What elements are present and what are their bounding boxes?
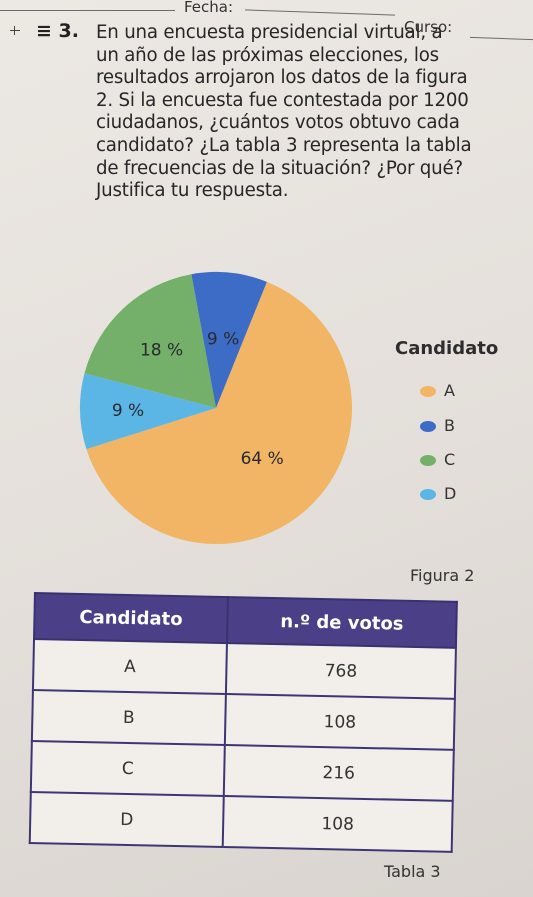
slice-c bbox=[84, 274, 216, 408]
slice-a-label: 64 % bbox=[241, 449, 284, 469]
question-line: Justifica tu respuesta. bbox=[96, 180, 289, 202]
question-line: 2. Si la encuesta fue contestada por 120… bbox=[96, 89, 469, 111]
legend-swatch bbox=[420, 489, 436, 500]
curso-label: Curso: bbox=[404, 18, 453, 36]
legend-title: Candidato bbox=[395, 338, 499, 359]
table-row: D 108 bbox=[29, 791, 453, 852]
slice-d bbox=[80, 373, 216, 450]
legend-swatch bbox=[420, 455, 436, 466]
pie-chart: 64 % 9 % 18 % 9 % bbox=[80, 271, 353, 545]
table-row: C 216 bbox=[30, 740, 454, 801]
question-line: de frecuencias de la situación? ¿Por qué… bbox=[96, 157, 463, 179]
column-header-candidato: Candidato bbox=[34, 593, 228, 644]
table-cell-candidate: B bbox=[31, 689, 226, 746]
question-line: ciudadanos, ¿cuántos votos obtuvo cada bbox=[96, 112, 460, 134]
slice-c-label: 18 % bbox=[140, 340, 183, 360]
table-row: A 768 bbox=[32, 639, 456, 699]
fecha-line bbox=[245, 9, 395, 16]
table-cell-votes: 108 bbox=[224, 694, 455, 750]
column-header-votos: n.º de votos bbox=[226, 597, 457, 648]
legend-label: B bbox=[444, 416, 455, 435]
legend-label: C bbox=[444, 450, 456, 469]
legend-swatch bbox=[420, 386, 436, 397]
question-text: En una encuesta presidencial virtual, a … bbox=[96, 22, 526, 203]
margin-mark-vertical bbox=[14, 26, 15, 35]
slice-b-label: 9 % bbox=[207, 329, 239, 349]
legend-swatch bbox=[420, 421, 436, 432]
question-line: resultados arrojaron los datos de la fig… bbox=[96, 67, 468, 89]
question-line: un año de las próximas elecciones, los bbox=[96, 44, 439, 66]
table-cell-votes: 216 bbox=[223, 745, 454, 801]
legend-label: A bbox=[444, 381, 455, 400]
table-caption: Tabla 3 bbox=[384, 862, 441, 881]
frequency-table: Candidato n.º de votos A 768 B 108 C 216 bbox=[29, 592, 458, 853]
equals-bullet-icon: ≡ bbox=[36, 20, 52, 42]
question-line: candidato? ¿La tabla 3 representa la tab… bbox=[96, 134, 472, 156]
table-cell-candidate: A bbox=[32, 639, 227, 695]
question-number: ≡ 3. bbox=[36, 20, 79, 42]
table-cell-candidate: D bbox=[29, 791, 224, 848]
question-number-text: 3. bbox=[58, 20, 79, 42]
table-cell-candidate: C bbox=[30, 740, 225, 797]
question-line: En una encuesta presidencial virtual, a bbox=[96, 22, 443, 43]
fecha-label: Fecha: bbox=[184, 0, 234, 16]
table-cell-votes: 108 bbox=[222, 796, 453, 852]
slice-a bbox=[86, 281, 353, 545]
table-row: B 108 bbox=[31, 689, 455, 750]
slice-d-label: 9 % bbox=[112, 401, 144, 421]
figure-caption: Figura 2 bbox=[410, 566, 475, 585]
slice-b bbox=[191, 271, 267, 408]
table-cell-votes: 768 bbox=[225, 643, 456, 699]
margin-mark bbox=[10, 30, 20, 31]
header-rule-left bbox=[0, 10, 175, 11]
legend-label: D bbox=[444, 484, 457, 503]
